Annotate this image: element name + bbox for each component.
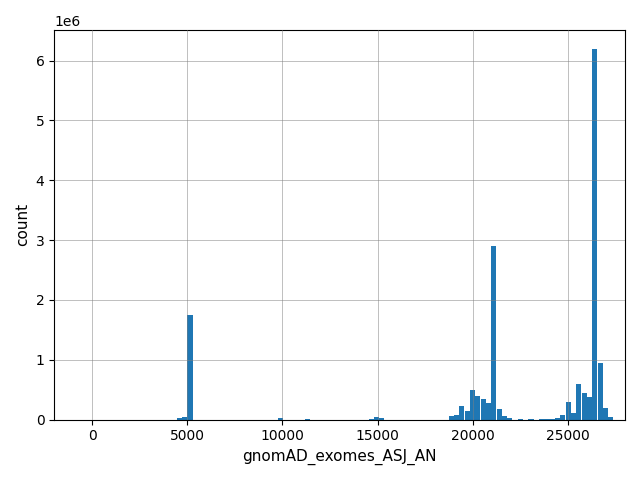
Bar (577, 384, 582, 420)
Bar (454, 415, 459, 420)
Bar (177, 419, 182, 420)
Bar (278, 418, 283, 420)
Bar (603, 408, 608, 420)
Bar (550, 419, 555, 420)
Bar (449, 416, 454, 420)
Bar (587, 397, 592, 420)
Bar (609, 417, 614, 420)
Bar (470, 390, 475, 420)
Bar (369, 419, 374, 420)
Bar (188, 314, 193, 420)
Y-axis label: count: count (15, 204, 30, 246)
Bar (465, 410, 470, 420)
Bar (582, 393, 587, 420)
Bar (593, 48, 598, 420)
Bar (460, 407, 464, 420)
Bar (374, 417, 379, 420)
Bar (481, 398, 486, 420)
Bar (380, 418, 385, 420)
Bar (475, 396, 480, 420)
Bar (561, 415, 566, 420)
Bar (486, 403, 491, 420)
Bar (529, 419, 534, 420)
Bar (566, 402, 571, 420)
Bar (491, 246, 496, 420)
Bar (571, 413, 576, 420)
X-axis label: gnomAD_exomes_ASJ_AN: gnomAD_exomes_ASJ_AN (243, 449, 437, 465)
Bar (507, 419, 512, 420)
Bar (545, 419, 550, 420)
Bar (598, 363, 603, 420)
Bar (555, 418, 560, 420)
Bar (518, 419, 523, 420)
Bar (182, 417, 188, 420)
Bar (497, 409, 502, 420)
Bar (502, 416, 507, 420)
